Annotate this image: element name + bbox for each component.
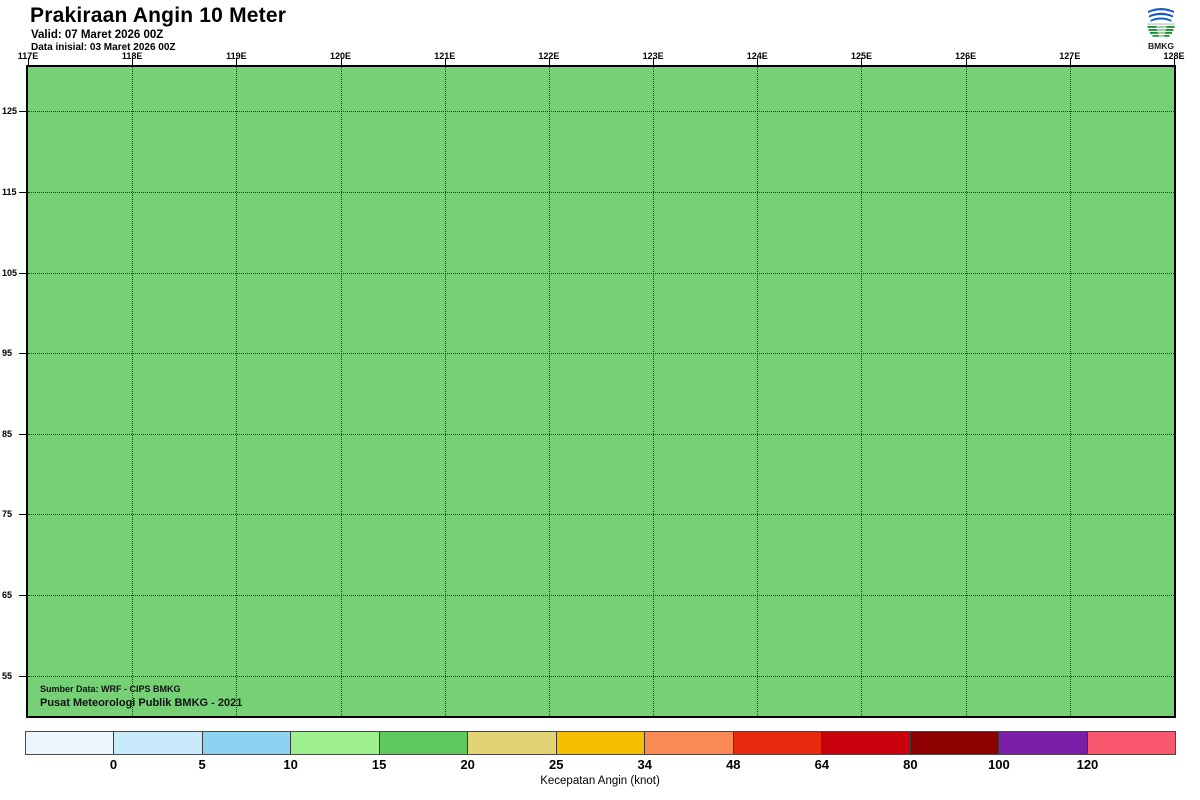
bmkg-logo: BMKG bbox=[1134, 2, 1188, 54]
colorbar-tick-label: 0 bbox=[109, 757, 118, 772]
lon-tick-label: 119E bbox=[226, 51, 247, 61]
lon-tick bbox=[444, 58, 446, 65]
lat-tick bbox=[19, 514, 26, 516]
lon-tick-label: 117E bbox=[17, 51, 39, 61]
lon-tick-label: 121E bbox=[434, 51, 456, 61]
lon-tick-label: 118E bbox=[121, 51, 143, 61]
colorbar-tick-label: 20 bbox=[460, 757, 475, 772]
lon-tick bbox=[757, 58, 759, 65]
lon-tick bbox=[1069, 58, 1071, 65]
colorbar-tick-label: 10 bbox=[283, 757, 298, 772]
lat-tick-label: 115 bbox=[2, 186, 17, 197]
lat-tick-label: 55 bbox=[2, 670, 13, 681]
lon-tick bbox=[340, 58, 342, 65]
lon-tick bbox=[1174, 58, 1175, 65]
colorbar-tick-label: 100 bbox=[988, 757, 1010, 772]
colorbar-segment bbox=[645, 732, 734, 754]
colorbar-segment bbox=[733, 732, 823, 754]
lat-tick bbox=[19, 272, 26, 274]
colorbar-tick-label: 64 bbox=[814, 757, 830, 772]
lon-tick-label: 127E bbox=[1059, 51, 1081, 61]
wind-map-canvas[interactable]: Sumber Data: WRF - CIPS BMKG Pusat Meteo… bbox=[26, 65, 1176, 718]
lon-tick bbox=[132, 58, 134, 65]
colorbar-segment bbox=[1087, 732, 1176, 754]
valid-time-label: Valid: 07 Maret 2026 00Z bbox=[31, 29, 164, 41]
lon-tick-label: 126E bbox=[955, 51, 977, 61]
colorbar-segment bbox=[910, 732, 1000, 754]
lat-tick-label: 75 bbox=[2, 509, 13, 520]
source-credit: Sumber Data: WRF - CIPS BMKG bbox=[40, 684, 181, 694]
colorbar-segment bbox=[999, 732, 1088, 754]
lon-tick bbox=[28, 58, 29, 65]
bmkg-logo-label: BMKG bbox=[1148, 41, 1174, 51]
publisher-credit: Pusat Meteorologi Publik BMKG - 2021 bbox=[40, 697, 243, 709]
lat-tick-label: 105 bbox=[2, 267, 18, 278]
lat-tick bbox=[19, 595, 26, 597]
lon-tick-label: 123E bbox=[642, 51, 664, 61]
lon-tick bbox=[861, 58, 863, 65]
lon-tick bbox=[548, 58, 550, 65]
bmkg-logo-icon bbox=[1146, 3, 1176, 39]
lon-tick bbox=[236, 58, 238, 65]
initial-data-label: Data inisial: 03 Maret 2026 00Z bbox=[31, 42, 176, 53]
colorbar-segment bbox=[291, 732, 380, 754]
lat-tick bbox=[19, 675, 26, 677]
wind-field-canvas bbox=[28, 67, 1174, 716]
lon-tick-label: 120E bbox=[330, 51, 352, 61]
lat-tick-label: 65 bbox=[2, 590, 13, 601]
map-raster bbox=[28, 67, 1174, 716]
colorbar-segment bbox=[202, 732, 292, 754]
colorbar-segment bbox=[468, 732, 557, 754]
colorbar-tick-label: 80 bbox=[903, 757, 918, 772]
lat-tick bbox=[19, 111, 26, 113]
colorbar-segments bbox=[25, 731, 1176, 755]
lat-tick-label: 85 bbox=[2, 428, 13, 439]
colorbar-segment bbox=[26, 732, 115, 754]
lat-tick bbox=[19, 191, 26, 193]
colorbar-tick-label: 48 bbox=[726, 757, 741, 772]
colorbar-segment bbox=[379, 732, 469, 754]
colorbar-tick-label: 15 bbox=[371, 757, 387, 772]
colorbar-segment bbox=[822, 732, 911, 754]
lon-tick bbox=[965, 58, 967, 65]
colorbar-tick-label: 120 bbox=[1076, 757, 1099, 772]
lat-tick bbox=[19, 353, 26, 355]
lon-tick bbox=[653, 58, 655, 65]
colorbar-segment bbox=[114, 732, 203, 754]
colorbar-tick-label: 25 bbox=[548, 757, 564, 772]
page-title: Prakiraan Angin 10 Meter bbox=[30, 4, 287, 27]
lon-tick-label: 125E bbox=[850, 51, 872, 61]
lon-tick-label: 128E bbox=[1163, 51, 1185, 61]
lon-tick-label: 124E bbox=[746, 51, 768, 61]
lat-tick-label: 95 bbox=[2, 348, 13, 359]
lat-tick bbox=[19, 433, 26, 435]
colorbar[interactable] bbox=[25, 731, 1176, 755]
colorbar-label: Kecepatan Angin (knot) bbox=[540, 775, 660, 787]
colorbar-tick-label: 34 bbox=[637, 757, 652, 772]
lat-tick-label: 125 bbox=[2, 106, 18, 117]
lon-tick-label: 122E bbox=[538, 51, 560, 61]
colorbar-tick-label: 5 bbox=[198, 757, 206, 772]
colorbar-segment bbox=[556, 732, 646, 754]
